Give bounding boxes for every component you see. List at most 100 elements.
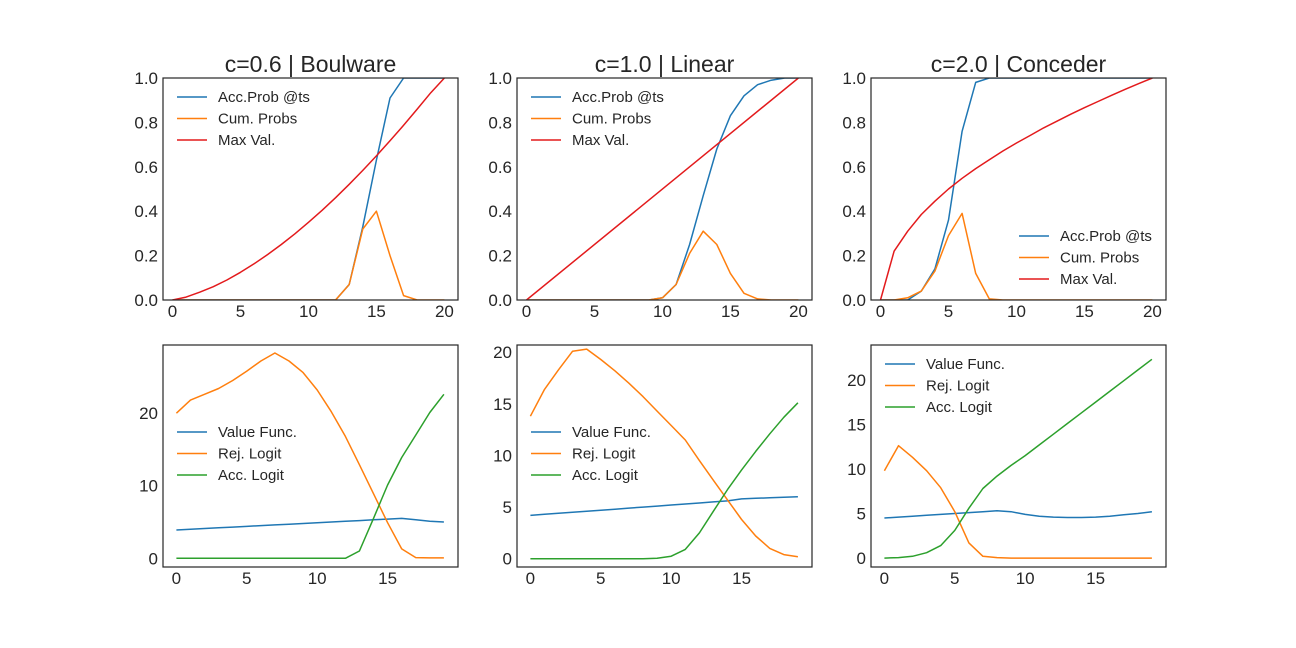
x-tick-label: 10 — [1007, 302, 1026, 321]
y-tick-label: 1.0 — [842, 69, 866, 88]
series-line-rej-logit — [175, 352, 444, 559]
y-tick-label: 0.8 — [842, 113, 866, 132]
series-line-max-val- — [526, 78, 799, 300]
x-tick-label: 10 — [1016, 569, 1035, 588]
plot-area — [879, 78, 1153, 300]
x-tick-label: 5 — [950, 569, 959, 588]
subplot-2: 0 5 10 15 20 0.0 0.2 0.4 0.6 0.8 1.0 c=1.0 | Linear… — [488, 51, 813, 321]
y-tick-label: 0.6 — [488, 158, 512, 177]
series-line-value-func- — [530, 496, 798, 517]
subplot-6: 0 5 10 15 0 5 10 15 20 Value Func. Rej. Logit Acc. … — [847, 344, 1167, 588]
chart-title: c=2.0 | Conceder — [931, 51, 1107, 77]
legend: Value Func. Rej. Logit Acc. Logit — [531, 424, 651, 484]
legend-label: Rej. Logit — [218, 446, 282, 463]
legend-label: Rej. Logit — [572, 446, 636, 463]
y-tick-label: 20 — [847, 371, 866, 390]
series-line-acc-prob-ts — [172, 78, 445, 300]
subplot-5: 0 5 10 15 0 5 10 15 20 Value Func. Rej. Logit Acc. … — [493, 343, 813, 588]
y-tick-label: 0.2 — [488, 247, 512, 266]
y-tick-label: 10 — [847, 460, 866, 479]
plot-area — [529, 348, 799, 560]
legend: Value Func. Rej. Logit Acc. Logit — [177, 424, 297, 484]
y-tick-label: 5 — [857, 505, 866, 524]
series-line-rej-logit — [529, 348, 799, 558]
y-tick-label: 10 — [493, 446, 512, 465]
legend-label: Acc.Prob @ts — [218, 89, 310, 106]
x-tick-label: 5 — [236, 302, 245, 321]
y-tick-label: 0.0 — [488, 291, 512, 310]
x-tick-label: 10 — [299, 302, 318, 321]
legend-label: Rej. Logit — [926, 378, 990, 395]
y-tick-label: 20 — [139, 404, 158, 423]
legend-label: Cum. Probs — [1060, 250, 1139, 267]
legend: Acc.Prob @ts Cum. Probs Max Val. — [1019, 228, 1152, 288]
x-tick-label: 0 — [522, 302, 531, 321]
axes-frame — [516, 77, 813, 301]
subplot-4: 0 5 10 15 0 10 20 Value Func. Rej. Logit Acc. Log… — [139, 344, 459, 588]
series-line-cum-probs — [880, 212, 1153, 300]
series-line-acc-logit — [176, 393, 445, 560]
x-tick-label: 0 — [172, 569, 181, 588]
y-tick-label: 20 — [493, 343, 512, 362]
series-line-max-val- — [879, 78, 1153, 300]
y-tick-label: 0.2 — [842, 247, 866, 266]
y-tick-label: 10 — [139, 477, 158, 496]
y-tick-label: 0 — [857, 549, 866, 568]
legend-label: Acc. Logit — [926, 399, 993, 416]
x-tick-label: 10 — [653, 302, 672, 321]
x-tick-label: 20 — [435, 302, 454, 321]
legend-label: Value Func. — [926, 356, 1005, 373]
legend-label: Cum. Probs — [218, 111, 297, 128]
x-tick-label: 0 — [880, 569, 889, 588]
series-line-value-func- — [884, 510, 1152, 519]
axes-frame — [516, 344, 813, 568]
subplot-3: 0 5 10 15 20 0.0 0.2 0.4 0.6 0.8 1.0 c=2.0 | Conced… — [842, 51, 1167, 321]
x-tick-label: 5 — [242, 569, 251, 588]
y-tick-label: 0.8 — [134, 113, 158, 132]
x-tick-label: 15 — [732, 569, 751, 588]
plot-area — [175, 352, 445, 560]
x-tick-label: 15 — [1086, 569, 1105, 588]
legend-label: Acc.Prob @ts — [572, 89, 664, 106]
y-tick-label: 0 — [503, 550, 512, 569]
x-tick-label: 15 — [721, 302, 740, 321]
series-line-max-val- — [172, 78, 445, 300]
axes-frame — [162, 344, 459, 568]
y-tick-label: 15 — [847, 415, 866, 434]
legend-label: Max Val. — [218, 132, 275, 149]
y-tick-label: 5 — [503, 498, 512, 517]
subplots: 0 5 10 15 20 0.0 0.2 0.4 0.6 0.8 1.0 c=0.6 | Boulwa… — [134, 51, 1167, 588]
x-tick-label: 5 — [590, 302, 599, 321]
series-line-acc-logit — [884, 358, 1153, 559]
series-line-cum-probs — [172, 210, 445, 300]
series-line-acc-logit — [530, 402, 799, 560]
legend-label: Max Val. — [1060, 271, 1117, 288]
x-tick-label: 15 — [378, 569, 397, 588]
plot-area — [526, 78, 799, 300]
y-tick-label: 0.6 — [134, 158, 158, 177]
x-tick-label: 15 — [367, 302, 386, 321]
x-tick-label: 10 — [308, 569, 327, 588]
legend-label: Max Val. — [572, 132, 629, 149]
y-tick-label: 0.8 — [488, 113, 512, 132]
axes-frame — [870, 77, 1167, 301]
y-tick-label: 0.4 — [842, 202, 866, 221]
y-tick-label: 0.0 — [842, 291, 866, 310]
legend: Value Func. Rej. Logit Acc. Logit — [885, 356, 1005, 416]
x-tick-label: 5 — [944, 302, 953, 321]
x-tick-label: 5 — [596, 569, 605, 588]
subplot-1: 0 5 10 15 20 0.0 0.2 0.4 0.6 0.8 1.0 c=0.6 | Boulwa… — [134, 51, 459, 321]
y-tick-label: 0.4 — [488, 202, 512, 221]
series-line-rej-logit — [883, 444, 1152, 559]
axes-frame — [162, 77, 459, 301]
axes-frame — [870, 344, 1167, 568]
plot-area — [883, 358, 1153, 559]
x-tick-label: 15 — [1075, 302, 1094, 321]
y-tick-label: 15 — [493, 395, 512, 414]
y-tick-label: 0.4 — [134, 202, 158, 221]
legend: Acc.Prob @ts Cum. Probs Max Val. — [177, 89, 310, 149]
y-tick-label: 0.2 — [134, 247, 158, 266]
x-tick-label: 0 — [876, 302, 885, 321]
x-tick-label: 0 — [526, 569, 535, 588]
